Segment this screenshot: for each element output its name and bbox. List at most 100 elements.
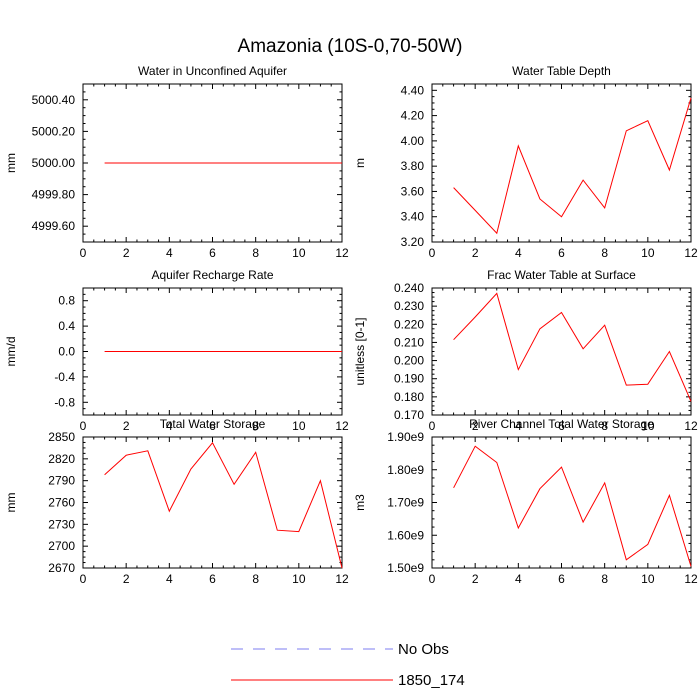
y-tick-label: 3.40: [401, 210, 425, 224]
series-line-frac-water-table: [453, 292, 692, 402]
y-tick-label: 0.200: [394, 354, 424, 368]
y-tick-label: 2730: [48, 517, 75, 531]
x-tick-label: 0: [80, 246, 87, 260]
x-tick-label: 4: [515, 419, 522, 433]
x-tick-label: 6: [209, 246, 216, 260]
y-tick-label: 0.180: [394, 390, 424, 404]
y-tick-label: 2670: [48, 561, 75, 575]
x-tick-label: 6: [558, 572, 565, 586]
y-axis-label: mm/d: [4, 337, 18, 367]
y-tick-label: 3.20: [401, 235, 425, 249]
x-tick-label: 0: [429, 419, 436, 433]
y-tick-label: 2820: [48, 452, 75, 466]
y-tick-label: 1.80e9: [387, 463, 424, 477]
x-tick-label: 4: [515, 246, 522, 260]
x-tick-label: 4: [515, 572, 522, 586]
y-tick-label: -0.4: [54, 370, 75, 384]
panel-title: River Channel Total Water Storage: [469, 417, 654, 431]
x-tick-label: 0: [80, 572, 87, 586]
x-tick-label: 4: [166, 572, 173, 586]
y-tick-label: 0.8: [58, 294, 75, 308]
x-tick-label: 10: [292, 419, 306, 433]
x-tick-label: 2: [472, 419, 479, 433]
y-tick-label: 0.220: [394, 317, 424, 331]
x-tick-label: 8: [601, 419, 608, 433]
y-axis-label: m: [353, 158, 367, 168]
x-tick-label: 12: [684, 246, 698, 260]
x-tick-label: 0: [429, 246, 436, 260]
x-tick-label: 10: [641, 572, 655, 586]
y-tick-label: 0.210: [394, 335, 424, 349]
panel-title: Water in Unconfined Aquifer: [138, 64, 287, 78]
y-tick-label: 3.60: [401, 184, 425, 198]
y-tick-label: 5000.20: [32, 124, 76, 138]
x-tick-label: 12: [684, 572, 698, 586]
y-tick-label: 4.40: [401, 83, 425, 97]
plot-frame: [431, 436, 692, 569]
x-tick-label: 4: [166, 246, 173, 260]
x-tick-label: 12: [335, 419, 349, 433]
y-tick-label: 1.70e9: [387, 496, 424, 510]
chart-panel-recharge-rate: Aquifer Recharge Rate mm/d 0 2 4 6 8 10 12 -0.8 -0…: [4, 268, 349, 433]
y-tick-label: 0.240: [394, 281, 424, 295]
legend: No Obs 1850_174: [231, 641, 465, 689]
panel-title: Frac Water Table at Surface: [487, 268, 636, 282]
plot-frame: [431, 287, 692, 416]
y-tick-label: 0.230: [394, 299, 424, 313]
plot-frame: [82, 436, 343, 569]
x-tick-label: 8: [601, 572, 608, 586]
y-tick-label: 5000.40: [32, 93, 76, 107]
x-tick-label: 2: [123, 246, 130, 260]
x-tick-label: 6: [558, 419, 565, 433]
plot-frame: [431, 83, 692, 243]
y-tick-label: 3.80: [401, 159, 425, 173]
panels: Water in Unconfined Aquifer mm 0 2 4 6 8 10 12 49…: [4, 64, 698, 586]
chart-panel-water-table-depth: Water Table Depth m 0 2 4 6 8 10 12 3.20 3.40 3.60 3…: [353, 64, 698, 260]
y-tick-label: 4999.80: [32, 188, 76, 202]
x-tick-label: 6: [558, 246, 565, 260]
y-tick-label: 0.0: [58, 345, 75, 359]
chart-panel-unconfined-aquifer: Water in Unconfined Aquifer mm 0 2 4 6 8 10 12 49…: [4, 64, 349, 260]
y-tick-label: 4999.60: [32, 219, 76, 233]
chart-panel-frac-water-table: Frac Water Table at Surface unitless [0-1…: [353, 268, 698, 433]
y-axis-label: m3: [353, 494, 367, 511]
x-tick-label: 2: [123, 572, 130, 586]
x-tick-label: 2: [472, 246, 479, 260]
x-tick-label: 8: [252, 419, 259, 433]
y-tick-label: 4.00: [401, 134, 425, 148]
x-tick-label: 2: [123, 419, 130, 433]
chart-panel-river-channel-storage: River Channel Total Water Storage m3 0 2 4 6 8…: [353, 417, 698, 586]
panel-title: Water Table Depth: [512, 64, 611, 78]
x-tick-label: 10: [292, 246, 306, 260]
x-tick-label: 12: [335, 572, 349, 586]
x-tick-label: 12: [684, 419, 698, 433]
y-tick-label: 1.50e9: [387, 561, 424, 575]
y-axis-label: mm: [4, 153, 18, 173]
x-tick-label: 0: [429, 572, 436, 586]
y-axis-label: mm: [4, 493, 18, 513]
x-tick-label: 10: [641, 419, 655, 433]
panel-title: Total Water Storage: [160, 417, 266, 431]
y-tick-label: 1.90e9: [387, 430, 424, 444]
chart-panel-total-water-storage: Total Water Storage mm 0 2 4 6 8 10 12 2670 2700 27…: [4, 417, 349, 586]
x-tick-label: 0: [80, 419, 87, 433]
x-tick-label: 6: [209, 572, 216, 586]
y-axis-label: unitless [0-1]: [353, 317, 367, 385]
y-tick-label: 1.60e9: [387, 528, 424, 542]
y-tick-label: 2790: [48, 474, 75, 488]
legend-label-model: 1850_174: [398, 672, 465, 689]
y-tick-label: 2760: [48, 496, 75, 510]
panel-title: Aquifer Recharge Rate: [151, 268, 273, 282]
x-tick-label: 12: [335, 246, 349, 260]
x-tick-label: 6: [209, 419, 216, 433]
figure-title: Amazonia (10S-0,70-50W): [238, 36, 463, 57]
x-tick-label: 2: [472, 572, 479, 586]
x-tick-label: 8: [252, 246, 259, 260]
y-tick-label: 0.4: [58, 319, 75, 333]
y-tick-label: 5000.00: [32, 156, 76, 170]
legend-label-no-obs: No Obs: [398, 641, 449, 658]
x-tick-label: 8: [252, 572, 259, 586]
y-tick-label: -0.8: [54, 395, 75, 409]
x-tick-label: 10: [292, 572, 306, 586]
